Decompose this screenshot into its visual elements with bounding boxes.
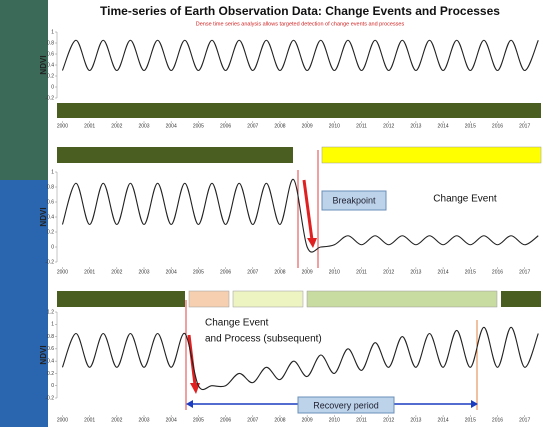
y-tick-label: 0	[51, 84, 54, 90]
x-tick-label: 2011	[356, 269, 367, 275]
x-tick-label: 2010	[329, 417, 340, 423]
x-tick-label: 2000	[57, 123, 68, 129]
x-tick-label: 2006	[220, 269, 231, 275]
y-tick-label: 1	[51, 322, 54, 328]
y-tick-label: 1.2	[47, 309, 54, 315]
x-tick-label: 2003	[138, 417, 149, 423]
x-tick-label: 2016	[492, 269, 503, 275]
x-tick-label: 2013	[410, 417, 421, 423]
landcover-bar	[57, 291, 185, 307]
x-tick-label: 2012	[383, 123, 394, 129]
change-process-label: Change Event	[205, 318, 269, 329]
y-tick-label: 0.6	[47, 51, 54, 57]
change-process-label: and Process (subsequent)	[205, 334, 322, 345]
y-tick-label: 0.2	[47, 73, 54, 79]
landcover-bar	[501, 291, 541, 307]
x-tick-label: 2017	[519, 269, 530, 275]
landcover-bar	[57, 103, 541, 118]
subtitle: Dense time series analysis allows target…	[196, 21, 405, 27]
x-tick-label: 2017	[519, 417, 530, 423]
x-tick-label: 2009	[302, 269, 313, 275]
x-tick-label: 2010	[329, 269, 340, 275]
x-tick-label: 2002	[111, 123, 122, 129]
y-tick-label: 0	[51, 383, 54, 389]
x-tick-label: 2005	[193, 123, 204, 129]
x-tick-label: 2012	[383, 417, 394, 423]
y-tick-label: 1	[51, 29, 54, 35]
y-tick-label: -0.2	[45, 95, 54, 101]
x-tick-label: 2014	[438, 269, 449, 275]
change-event-label: Change Event	[433, 194, 497, 205]
x-tick-label: 2009	[302, 123, 313, 129]
y-tick-label: 0.2	[47, 371, 54, 377]
x-tick-label: 2002	[111, 269, 122, 275]
x-tick-label: 2006	[220, 417, 231, 423]
x-tick-label: 2003	[138, 123, 149, 129]
x-tick-label: 2016	[492, 417, 503, 423]
x-tick-label: 2001	[84, 417, 95, 423]
x-tick-label: 2011	[356, 417, 367, 423]
y-tick-label: -0.2	[45, 395, 54, 401]
panel	[48, 0, 543, 427]
x-tick-label: 2004	[166, 269, 177, 275]
y-tick-label: 0.4	[47, 358, 54, 364]
x-tick-label: 2016	[492, 123, 503, 129]
y-tick-label: 0.6	[47, 346, 54, 352]
y-tick-label: 0.8	[47, 184, 54, 190]
title: Time-series of Earth Observation Data: C…	[100, 4, 500, 18]
y-tick-label: 0.2	[47, 229, 54, 235]
landcover-bar	[307, 291, 497, 307]
x-tick-label: 2001	[84, 269, 95, 275]
x-tick-label: 2000	[57, 269, 68, 275]
x-tick-label: 2002	[111, 417, 122, 423]
landcover-bar	[322, 147, 541, 163]
y-tick-label: 0.4	[47, 62, 54, 68]
page: {"header": {"title": "Time-series of Ear…	[0, 0, 543, 427]
x-tick-label: 2015	[465, 123, 476, 129]
y-tick-label: 0	[51, 244, 54, 250]
x-tick-label: 2003	[138, 269, 149, 275]
x-tick-label: 2013	[410, 269, 421, 275]
landcover-bar	[189, 291, 229, 307]
x-tick-label: 2008	[274, 269, 285, 275]
y-tick-label: 0.8	[47, 40, 54, 46]
recovery-label: Recovery period	[313, 400, 379, 410]
x-tick-label: 2005	[193, 269, 204, 275]
x-tick-label: 2010	[329, 123, 340, 129]
x-tick-label: 2007	[247, 123, 258, 129]
x-tick-label: 2008	[274, 417, 285, 423]
x-tick-label: 2007	[247, 417, 258, 423]
x-tick-label: 2014	[438, 417, 449, 423]
x-tick-label: 2014	[438, 123, 449, 129]
x-tick-label: 2005	[193, 417, 204, 423]
y-tick-label: 0.6	[47, 199, 54, 205]
x-tick-label: 2008	[274, 123, 285, 129]
x-tick-label: 2012	[383, 269, 394, 275]
x-tick-label: 2015	[465, 417, 476, 423]
x-tick-label: 2009	[302, 417, 313, 423]
landcover-bar	[57, 147, 293, 163]
x-tick-label: 2004	[166, 417, 177, 423]
x-tick-label: 2013	[410, 123, 421, 129]
x-tick-label: 2017	[519, 123, 530, 129]
x-tick-label: 2004	[166, 123, 177, 129]
slide: Time-series of Earth Observation Data: C…	[0, 0, 543, 427]
y-tick-label: 0.8	[47, 334, 54, 340]
x-tick-label: 2011	[356, 123, 367, 129]
x-tick-label: 2015	[465, 269, 476, 275]
landcover-bar	[233, 291, 303, 307]
x-tick-label: 2007	[247, 269, 258, 275]
x-tick-label: 2006	[220, 123, 231, 129]
breakpoint-label: Breakpoint	[332, 195, 376, 205]
y-tick-label: -0.2	[45, 259, 54, 265]
y-tick-label: 1	[51, 169, 54, 175]
x-tick-label: 2001	[84, 123, 95, 129]
y-tick-label: 0.4	[47, 214, 54, 220]
x-tick-label: 2000	[57, 417, 68, 423]
